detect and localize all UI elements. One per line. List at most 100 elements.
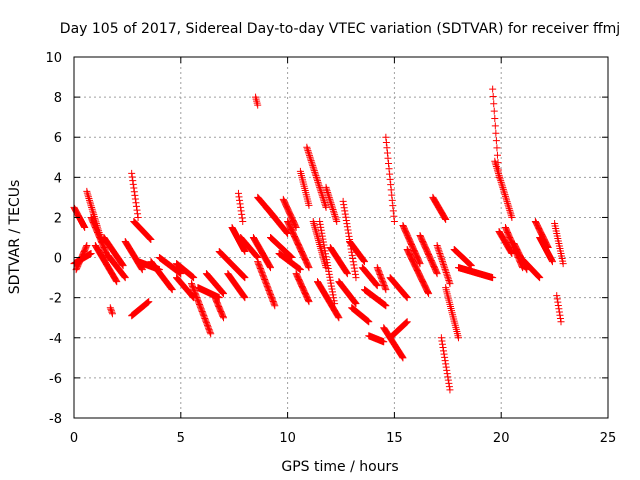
data-point xyxy=(490,107,498,115)
data-point xyxy=(434,245,442,253)
data-point xyxy=(360,258,368,266)
data-point xyxy=(241,248,249,256)
data-point xyxy=(493,151,501,159)
data-point xyxy=(304,262,312,270)
data-point xyxy=(466,261,474,269)
data-point xyxy=(415,258,423,266)
data-point xyxy=(310,221,318,229)
data-point xyxy=(292,223,300,231)
data-point xyxy=(554,301,562,309)
data-point xyxy=(389,207,397,215)
data-point xyxy=(236,200,244,208)
data-point xyxy=(436,249,444,257)
data-point xyxy=(498,180,506,188)
data-point xyxy=(315,180,323,188)
data-point xyxy=(444,273,452,281)
data-point xyxy=(286,252,294,260)
data-point xyxy=(108,308,116,316)
data-point xyxy=(555,308,563,316)
data-point xyxy=(322,202,330,210)
data-point xyxy=(121,273,129,281)
data-point xyxy=(559,260,567,268)
data-point xyxy=(253,253,261,261)
data-point xyxy=(438,257,446,265)
data-point xyxy=(321,200,329,208)
data-point xyxy=(331,212,339,220)
data-point xyxy=(284,229,292,237)
data-point xyxy=(316,183,324,191)
data-point xyxy=(310,165,318,173)
data-point xyxy=(119,262,127,270)
data-point xyxy=(80,222,88,230)
data-point xyxy=(238,210,246,218)
data-point xyxy=(318,232,326,240)
data-point xyxy=(326,197,334,205)
data-point xyxy=(548,258,556,266)
data-point xyxy=(380,338,388,346)
data-point xyxy=(168,286,176,294)
data-point xyxy=(505,203,513,211)
data-point xyxy=(441,357,449,365)
data-point xyxy=(240,273,248,281)
data-point xyxy=(349,258,357,266)
data-point xyxy=(315,182,323,190)
data-point xyxy=(440,262,448,270)
y-tick-label: -8 xyxy=(49,412,62,427)
data-point xyxy=(334,312,342,320)
data-point xyxy=(112,277,120,285)
data-point xyxy=(83,187,91,195)
plot-frame xyxy=(73,56,609,419)
data-point xyxy=(351,267,359,275)
data-point xyxy=(554,298,562,306)
x-axis-label: GPS time / hours xyxy=(281,459,398,475)
data-point xyxy=(507,210,515,218)
data-point xyxy=(439,344,447,352)
data-point xyxy=(359,256,367,264)
data-point xyxy=(382,302,390,310)
data-point xyxy=(324,188,332,196)
data-point xyxy=(133,206,141,214)
data-point xyxy=(309,162,317,170)
data-point xyxy=(350,261,358,269)
data-point xyxy=(434,243,442,251)
data-point xyxy=(236,196,244,204)
data-point xyxy=(309,163,317,171)
data-point xyxy=(334,313,342,321)
data-point xyxy=(491,115,499,123)
data-point xyxy=(443,272,451,280)
data-point xyxy=(382,286,390,294)
data-point xyxy=(292,222,300,230)
data-point xyxy=(328,204,336,212)
data-point xyxy=(147,236,155,244)
data-point xyxy=(499,185,507,193)
data-point xyxy=(308,158,316,166)
data-point xyxy=(442,363,450,371)
data-point xyxy=(351,270,359,278)
data-point xyxy=(239,217,247,225)
data-point xyxy=(504,199,512,207)
data-point xyxy=(311,225,319,233)
data-point xyxy=(318,190,326,198)
data-point xyxy=(83,189,91,197)
data-point xyxy=(314,177,322,185)
data-point xyxy=(330,294,338,302)
x-tick-label: 15 xyxy=(386,431,403,446)
data-point xyxy=(489,274,497,282)
data-point xyxy=(312,173,320,181)
data-point xyxy=(535,273,543,281)
data-point xyxy=(329,291,337,299)
data-point xyxy=(352,274,360,282)
data-point xyxy=(89,207,97,215)
data-point xyxy=(327,279,335,287)
data-point xyxy=(240,293,248,301)
data-point xyxy=(340,201,348,209)
data-point xyxy=(491,157,499,165)
data-point xyxy=(240,292,248,300)
data-point xyxy=(235,193,243,201)
data-point xyxy=(492,129,500,137)
data-point xyxy=(343,270,351,278)
grid-lines xyxy=(74,57,608,418)
x-tick-label: 20 xyxy=(493,431,510,446)
data-point xyxy=(207,330,215,338)
data-point xyxy=(372,280,380,288)
